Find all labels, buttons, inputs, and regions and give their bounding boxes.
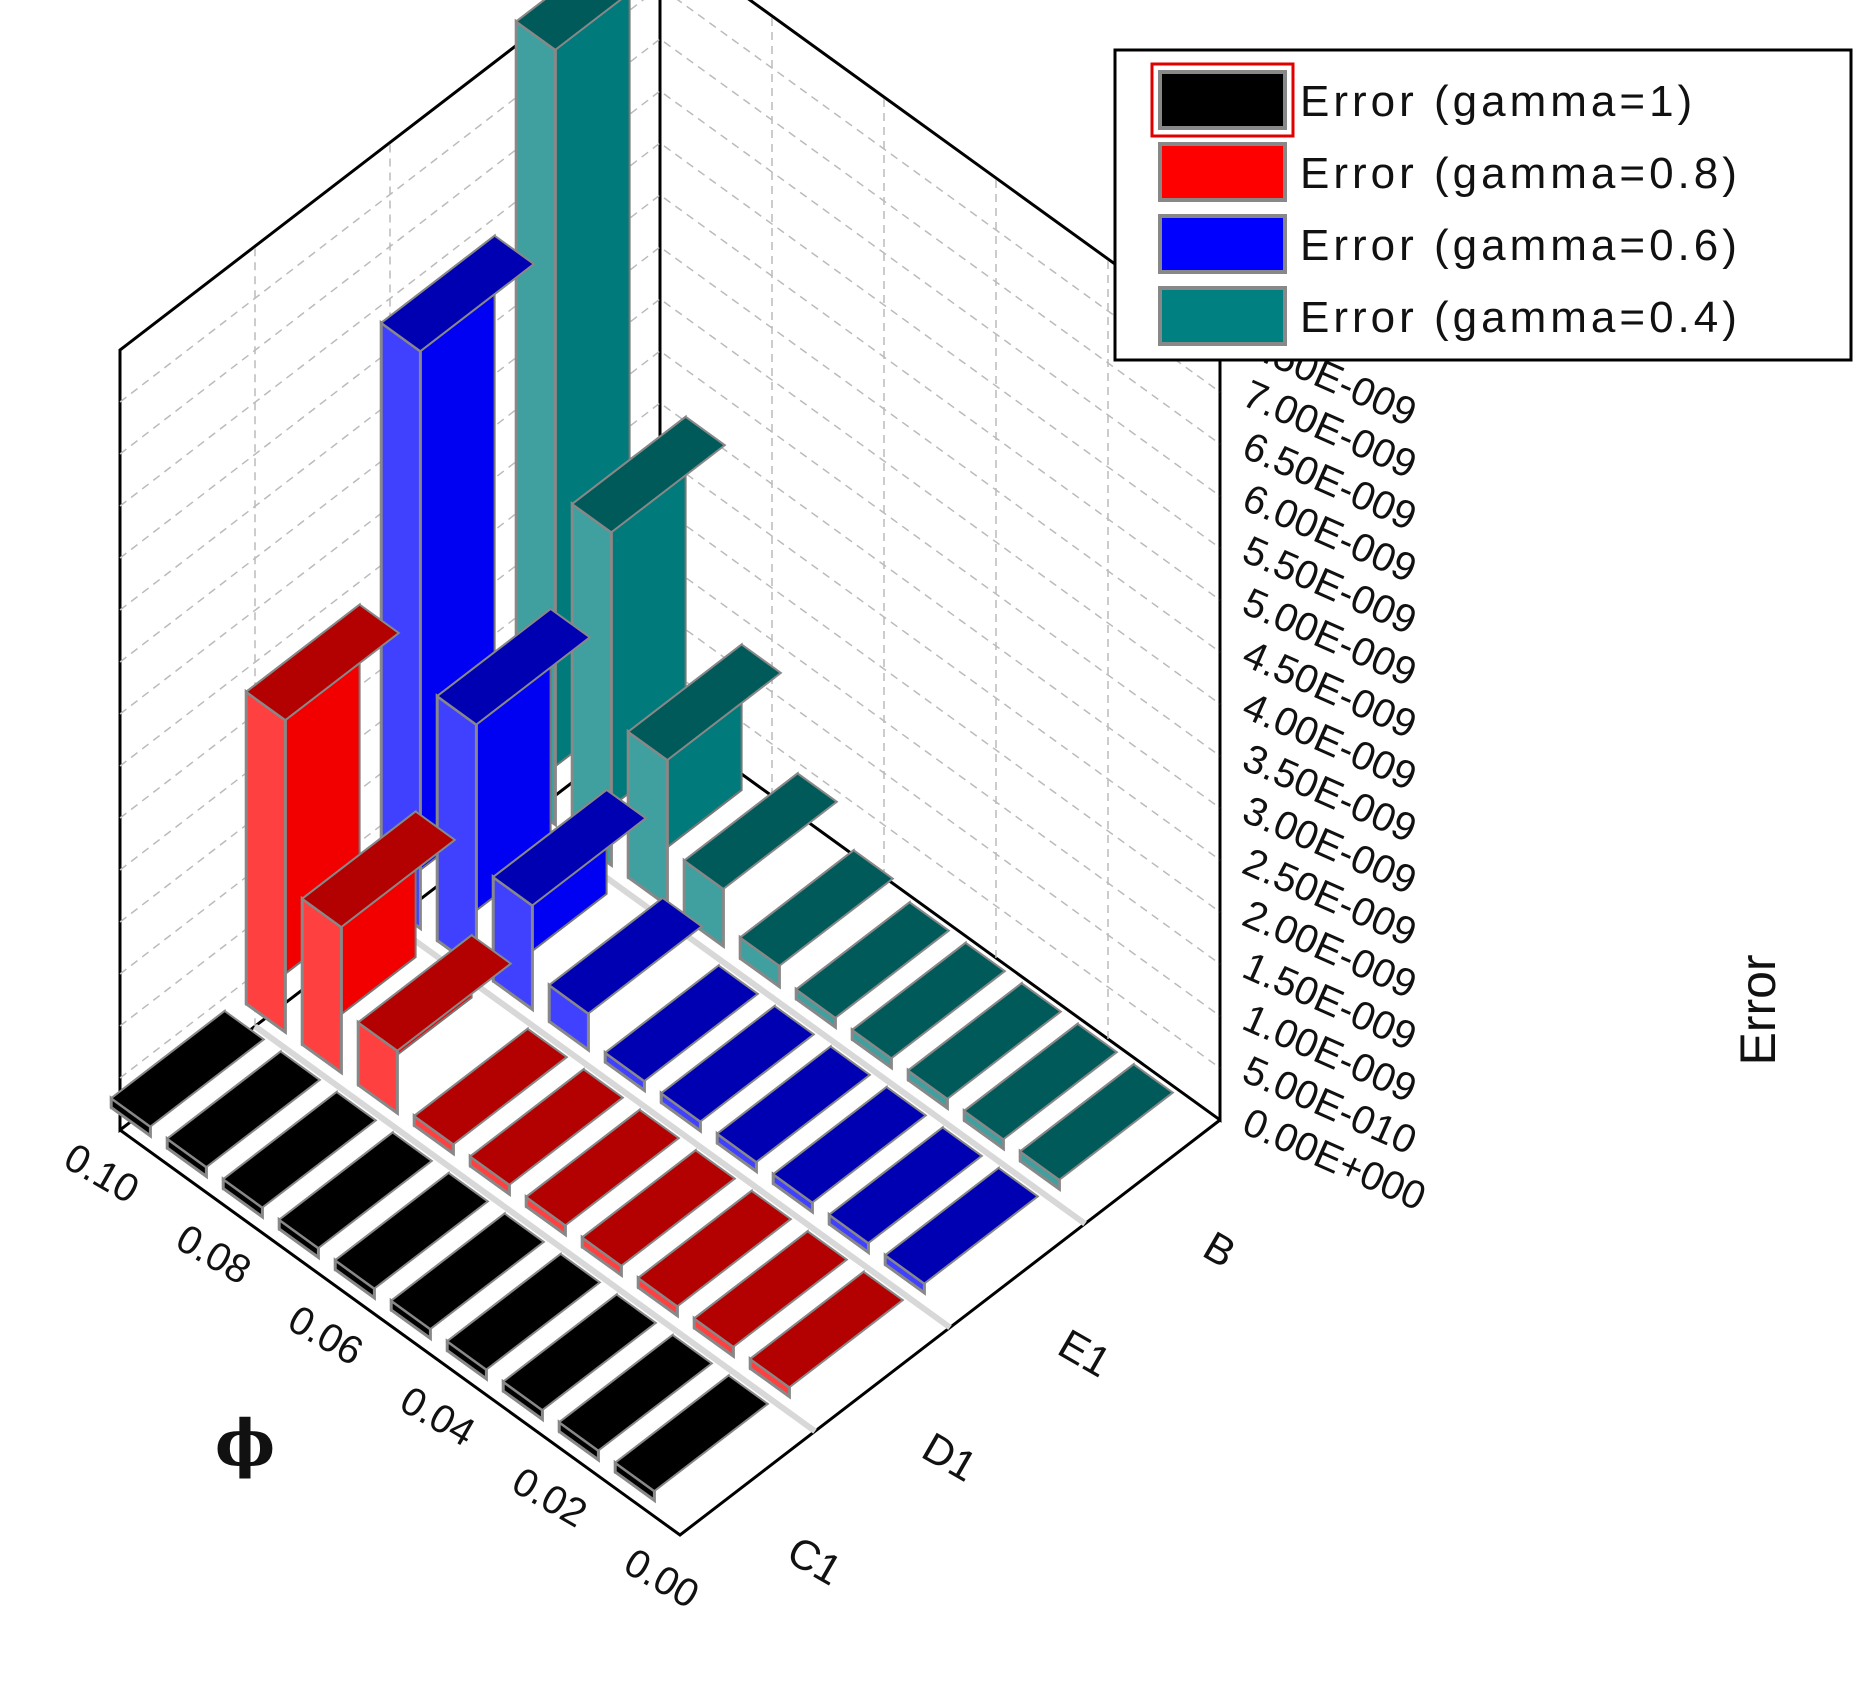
floor-divider xyxy=(523,816,1087,1227)
floor-divider xyxy=(253,1023,817,1434)
bar xyxy=(333,1170,490,1301)
y-category-label: C1 xyxy=(780,1527,850,1595)
bar xyxy=(221,1089,378,1220)
bar xyxy=(547,895,704,1053)
legend-selection-box xyxy=(1150,62,1295,138)
x-tick-label: 0.08 xyxy=(169,1216,258,1293)
y-category-label: D1 xyxy=(915,1423,985,1491)
bar xyxy=(491,787,648,1013)
z-gridline xyxy=(119,38,1221,455)
y-category-label: E1 xyxy=(1051,1320,1119,1386)
bar xyxy=(165,1049,322,1180)
legend: Error (gamma=1) Error (gamma=0.8) Error (g… xyxy=(1113,48,1853,362)
bar xyxy=(748,1269,905,1400)
y-category-label: B xyxy=(1196,1222,1244,1277)
floor-edges xyxy=(119,1118,1221,1537)
legend-label: Error (gamma=0.4) xyxy=(1300,293,1741,342)
bar xyxy=(580,1148,737,1279)
bar xyxy=(906,981,1063,1112)
bar xyxy=(613,1373,770,1504)
bar xyxy=(389,1211,546,1342)
legend-label: Error (gamma=1) xyxy=(1300,77,1696,126)
floor-divider xyxy=(388,920,952,1330)
x-tick-label: 0.04 xyxy=(393,1378,482,1455)
legend-swatch xyxy=(1158,286,1287,346)
bar xyxy=(794,900,951,1031)
bar xyxy=(501,1292,658,1423)
bar xyxy=(603,963,760,1094)
bar xyxy=(277,1130,434,1261)
bar xyxy=(962,1021,1119,1152)
z-gridline xyxy=(119,298,1221,715)
bar xyxy=(300,809,457,1076)
bar xyxy=(445,1251,602,1382)
x-tick-label: 0.02 xyxy=(505,1459,594,1536)
legend-swatch xyxy=(1158,214,1287,274)
bar xyxy=(827,1125,984,1256)
bar xyxy=(109,1008,266,1139)
bar xyxy=(356,933,513,1117)
bar xyxy=(659,1003,816,1134)
bar xyxy=(626,642,783,909)
bar xyxy=(883,1165,1040,1296)
bar xyxy=(1018,1062,1175,1193)
bar xyxy=(557,1332,714,1463)
bar xyxy=(468,1067,625,1198)
bar xyxy=(738,848,895,990)
legend-label: Error (gamma=0.8) xyxy=(1300,149,1741,198)
gridlines xyxy=(119,0,1221,1434)
bar xyxy=(771,1084,928,1215)
z-gridline xyxy=(119,246,1221,663)
z-gridline xyxy=(119,194,1221,611)
x-tick-label: 0.00 xyxy=(617,1540,706,1617)
legend-swatch xyxy=(1158,70,1287,130)
x-tick-label: 0.06 xyxy=(281,1297,370,1374)
z-gridline xyxy=(119,90,1221,507)
legend-label: Error (gamma=0.6) xyxy=(1300,221,1741,270)
bar xyxy=(850,940,1007,1071)
bar xyxy=(715,1044,872,1175)
x-axis-title: ϕ xyxy=(215,1406,275,1481)
z-gridline xyxy=(119,142,1221,559)
legend-swatch xyxy=(1158,142,1287,202)
bar xyxy=(692,1229,849,1360)
z-axis-title: Error xyxy=(1730,954,1786,1065)
z-gridline xyxy=(119,0,1221,403)
bars xyxy=(109,0,1175,1504)
z-gridline xyxy=(119,350,1221,767)
bar xyxy=(636,1188,793,1319)
x-tick-label: 0.10 xyxy=(57,1135,146,1212)
bar xyxy=(412,1026,569,1157)
bar xyxy=(524,1107,681,1238)
